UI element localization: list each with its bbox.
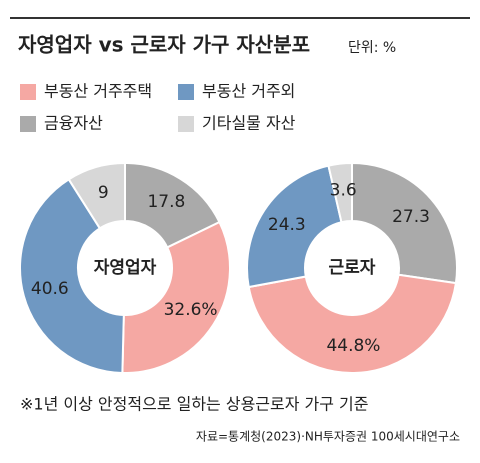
legend-label: 기타실물 자산: [202, 114, 296, 133]
value-label: 9: [98, 183, 109, 203]
slice: [247, 273, 458, 374]
legend-label: 부동산 거주주택: [44, 82, 152, 101]
value-label: 27.3: [392, 207, 430, 227]
slice: [327, 161, 353, 224]
value-label: 24.3: [268, 215, 306, 235]
note: ※1년 이상 안정적으로 일하는 상용근로자 가구 기준: [20, 395, 369, 414]
legend-label: 부동산 거주외: [202, 82, 295, 101]
chart-title: 자영업자 vs 근로자 가구 자산분포: [18, 33, 310, 57]
value-label: 44.8%: [326, 336, 380, 356]
legend-swatch: [178, 116, 194, 132]
legend-label: 금융자산: [44, 114, 103, 133]
value-label: 32.6%: [164, 300, 218, 320]
legend-swatch: [20, 116, 36, 132]
slice: [121, 220, 231, 374]
donut-center-label: 근로자: [329, 258, 376, 278]
slice: [246, 164, 343, 289]
chart-subtitle: 단위: %: [348, 40, 396, 56]
legend-swatch: [178, 84, 194, 100]
slice: [351, 161, 458, 285]
slice: [67, 161, 126, 230]
legend-swatch: [20, 84, 36, 100]
value-label: 17.8: [147, 192, 185, 212]
donut-center-label: 자영업자: [94, 258, 157, 278]
source: 자료=통계청(2023)·NH투자증권 100세시대연구소: [196, 430, 460, 444]
value-label: 40.6: [31, 279, 69, 299]
value-label: 3.6: [330, 180, 357, 200]
slice: [19, 177, 125, 374]
